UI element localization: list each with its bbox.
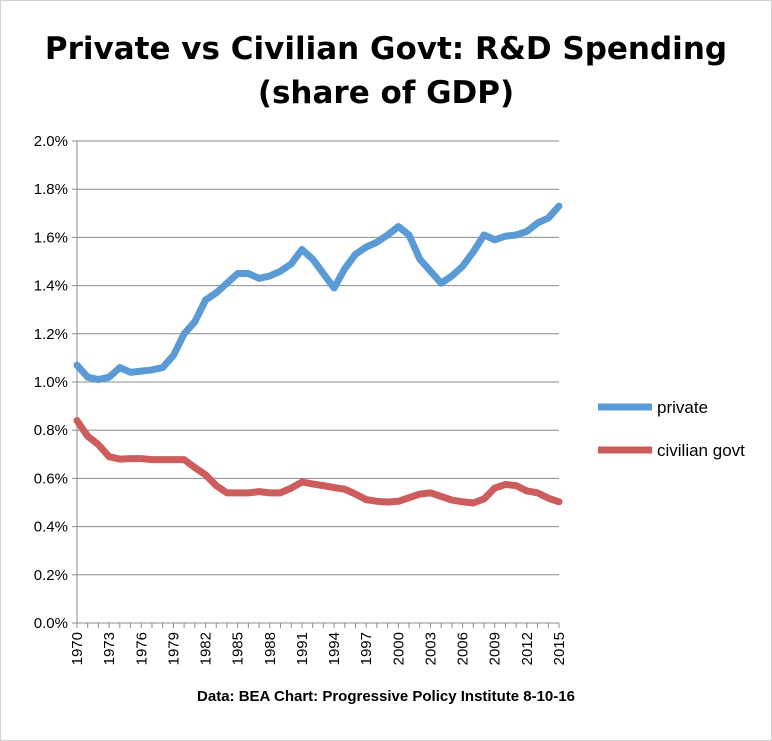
x-tick-label: 1970: [69, 632, 86, 665]
axes: [72, 140, 560, 628]
x-tick-label: 2000: [390, 632, 407, 665]
x-tick-label: 2003: [422, 632, 439, 665]
y-tick-label: 2.0%: [34, 133, 68, 150]
x-tick-label: 2006: [455, 632, 472, 665]
y-tick-label: 0.2%: [34, 567, 68, 584]
y-tick-label: 1.4%: [34, 278, 68, 295]
y-tick-label: 0.6%: [34, 470, 68, 487]
legend-label-private: private: [657, 398, 708, 417]
x-tick-label: 1982: [198, 632, 215, 665]
x-tick-label: 1991: [294, 632, 311, 665]
x-tick-label: 2012: [519, 632, 536, 665]
y-tick-label: 1.0%: [34, 374, 68, 391]
series-lines: [73, 202, 563, 507]
source-note: Data: BEA Chart: Progressive Policy Inst…: [197, 688, 575, 705]
chart-title: Private vs Civilian Govt: R&D Spending: [44, 31, 728, 67]
y-tick-label: 1.2%: [34, 326, 68, 343]
x-tick-label: 2009: [487, 632, 504, 665]
x-tick-label: 1988: [262, 632, 279, 665]
y-tick-labels: 0.0% 0.2% 0.4% 0.6% 0.8% 1.0% 1.2% 1.4% 1.6% 1.8%…: [34, 133, 68, 632]
series-line-private: [73, 202, 563, 384]
series-line-civilian-govt: [73, 417, 563, 507]
gridlines: [77, 140, 559, 576]
x-tick-label: 1979: [165, 632, 182, 665]
x-tick-label: 1973: [101, 632, 118, 665]
x-tick-label: 1985: [230, 632, 247, 665]
y-tick-label: 0.0%: [34, 615, 68, 632]
x-tick-label: 1994: [326, 632, 343, 665]
legend-label-civilian-govt: civilian govt: [657, 441, 745, 460]
y-tick-label: 0.4%: [34, 519, 68, 536]
x-tick-label: 2015: [551, 632, 568, 665]
y-tick-label: 1.6%: [34, 229, 68, 246]
y-tick-label: 0.8%: [34, 422, 68, 439]
chart-subtitle: (share of GDP): [257, 75, 515, 111]
x-tick-label: 1997: [358, 632, 375, 665]
y-tick-label: 1.8%: [34, 181, 68, 198]
x-tick-label: 1976: [133, 632, 150, 665]
x-tick-labels: 1970 1973 1976 1979 1982 1985 1988 1991 1994 1997…: [69, 632, 568, 665]
legend: private civilian govt: [598, 398, 745, 460]
